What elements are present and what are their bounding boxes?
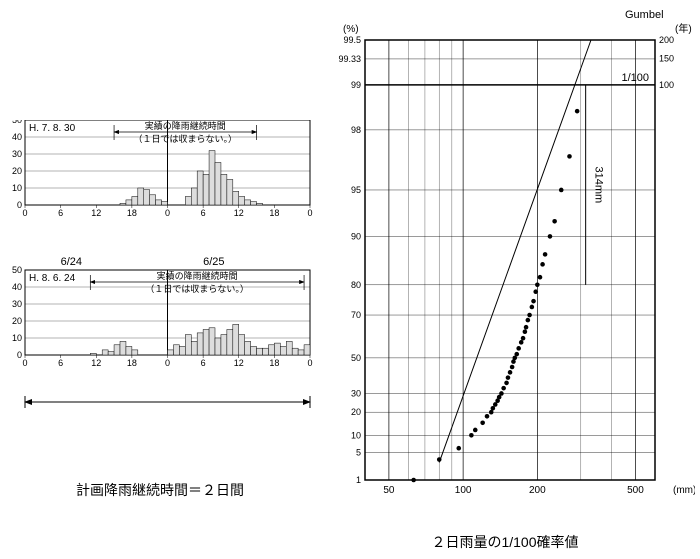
svg-text:100: 100 [659,80,674,90]
svg-text:20: 20 [351,407,361,417]
svg-text:20: 20 [12,166,22,176]
svg-text:H. 8. 6. 24: H. 8. 6. 24 [29,273,76,284]
svg-text:実績の降雨継続時間: 実績の降雨継続時間 [145,120,226,131]
svg-text:500: 500 [627,485,644,496]
svg-text:30: 30 [12,299,22,309]
svg-text:1/100: 1/100 [621,72,649,84]
svg-text:0: 0 [22,358,27,368]
svg-text:(%): (%) [343,24,359,35]
svg-text:40: 40 [12,132,22,142]
svg-text:200: 200 [659,35,674,45]
left-caption: 計画降雨継続時間＝２日間 [5,480,315,500]
svg-text:6/25: 6/25 [203,256,224,268]
svg-text:18: 18 [127,358,137,368]
svg-text:H. 7. 8. 30: H. 7. 8. 30 [29,123,76,134]
svg-text:95: 95 [351,185,361,195]
svg-text:実績の降雨継続時間: 実績の降雨継続時間 [157,270,238,281]
svg-text:50: 50 [383,485,395,496]
svg-text:12: 12 [91,358,101,368]
hyetograph-panel: 0102030405006121806121808/308/31H. 7. 8.… [5,120,315,540]
svg-text:0: 0 [17,200,22,210]
svg-text:10: 10 [12,333,22,343]
svg-text:18: 18 [269,358,279,368]
svg-text:6: 6 [58,208,63,218]
svg-text:(年): (年) [675,22,692,35]
svg-text:30: 30 [351,388,361,398]
svg-text:1: 1 [356,475,361,485]
svg-text:98: 98 [351,125,361,135]
svg-text:30: 30 [12,149,22,159]
svg-text:0: 0 [165,208,170,218]
svg-text:6: 6 [58,358,63,368]
svg-text:12: 12 [234,208,244,218]
svg-text:0: 0 [307,208,312,218]
svg-text:0: 0 [22,208,27,218]
svg-text:90: 90 [351,231,361,241]
svg-text:0: 0 [17,350,22,360]
svg-text:6: 6 [201,358,206,368]
svg-text:50: 50 [12,265,22,275]
svg-text:（１日では収まらない。）: （１日では収まらない。） [134,133,238,144]
svg-text:314mm: 314mm [593,166,605,203]
svg-text:99.5: 99.5 [343,35,361,45]
svg-text:Gumbel: Gumbel [625,9,664,21]
svg-text:10: 10 [12,183,22,193]
svg-text:(mm): (mm) [673,485,695,496]
svg-text:12: 12 [234,358,244,368]
svg-text:6: 6 [201,208,206,218]
svg-text:40: 40 [12,282,22,292]
svg-text:5: 5 [356,447,361,457]
svg-text:12: 12 [91,208,101,218]
svg-text:200: 200 [529,485,546,496]
svg-text:18: 18 [269,208,279,218]
svg-text:99: 99 [351,80,361,90]
svg-text:6/24: 6/24 [61,256,82,268]
svg-text:18: 18 [127,208,137,218]
svg-text:80: 80 [351,280,361,290]
svg-text:50: 50 [351,353,361,363]
svg-text:99.33: 99.33 [338,54,361,64]
right-caption: ２日雨量の1/100確率値 [315,532,695,552]
svg-text:（１日では収まらない。）: （１日では収まらない。） [145,283,249,294]
svg-text:150: 150 [659,54,674,64]
svg-text:100: 100 [455,485,472,496]
svg-text:70: 70 [351,310,361,320]
svg-text:20: 20 [12,316,22,326]
svg-text:0: 0 [165,358,170,368]
svg-text:0: 0 [307,358,312,368]
svg-text:50: 50 [12,120,22,125]
gumbel-plot: 50 100 200 500 (mm) 99.5 99.33 99 98 95 90 80 70 50 30… [315,5,695,545]
svg-text:10: 10 [351,430,361,440]
